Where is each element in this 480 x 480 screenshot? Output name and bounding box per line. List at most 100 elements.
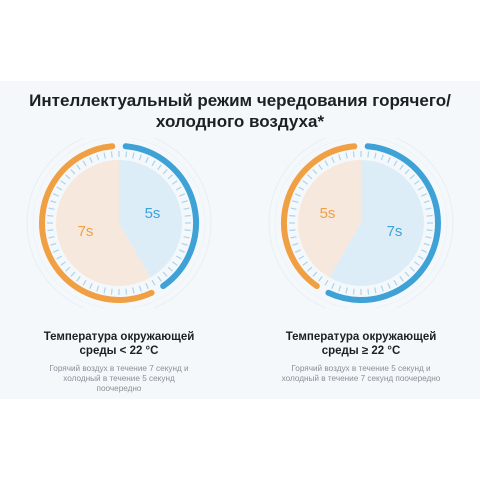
dial-tick xyxy=(82,279,87,286)
dial-tick xyxy=(70,271,76,277)
dial-tick xyxy=(60,261,66,266)
mode-description: Горячий воздух в течение 5 секунд и холо… xyxy=(256,364,466,384)
cool-arc xyxy=(325,143,441,303)
dial-tick xyxy=(421,193,428,197)
dial-tick xyxy=(47,229,54,232)
dial-tick xyxy=(399,276,404,282)
dial-tick xyxy=(65,174,71,180)
dial-tick xyxy=(103,152,106,159)
dial-tick xyxy=(48,236,55,239)
dial-tick xyxy=(82,160,87,167)
dial-tick xyxy=(294,249,301,253)
dial-tick xyxy=(184,214,191,217)
timer-dial-graphic: 7s 5s xyxy=(26,138,212,308)
dial-tick xyxy=(145,156,149,163)
decorative-ring xyxy=(32,138,206,308)
dial-tick xyxy=(289,229,296,232)
dial-tick xyxy=(125,151,128,158)
dial-tick xyxy=(145,283,149,290)
mode-description-line-2: холодный в течение 5 секунд xyxy=(63,374,175,383)
dial-tick xyxy=(125,288,128,295)
dial-tick xyxy=(393,160,398,167)
dial-tick xyxy=(172,261,178,266)
dial-tick xyxy=(324,160,329,167)
mode-description-line-2: холодный в течение 7 секунд поочередно xyxy=(281,374,441,383)
dial-tick xyxy=(414,180,420,185)
dial-tick xyxy=(138,154,142,161)
title-line-2: холодного воздуха* xyxy=(155,112,325,131)
dial-tick xyxy=(167,174,173,180)
title-line-1: Интеллектуальный режим чередования горяч… xyxy=(29,91,451,110)
dial-tick xyxy=(374,287,377,294)
dial-tick xyxy=(138,285,142,292)
dial-tick xyxy=(338,154,342,161)
mode-heading-line-2: среды < 22 °C xyxy=(79,345,159,357)
warm-sector xyxy=(56,160,151,286)
dial-tick xyxy=(96,285,100,292)
dial-tick xyxy=(387,156,391,163)
dial-tick xyxy=(179,249,186,253)
dial-tick xyxy=(179,193,186,197)
dial-tick xyxy=(52,193,59,197)
dial-tick xyxy=(52,249,59,253)
cool-duration-label: 7s xyxy=(387,223,403,240)
dial-tick xyxy=(425,236,432,239)
dial-tick xyxy=(352,151,355,158)
dial-tick xyxy=(96,154,100,161)
dial-tick xyxy=(162,169,168,175)
dial-tick xyxy=(157,276,162,282)
warm-arc xyxy=(281,143,358,290)
dial-tick xyxy=(89,156,93,163)
dial-tick xyxy=(423,200,430,204)
dial-tick xyxy=(312,169,318,175)
mode-description: Горячий воздух в течение 7 секунд и холо… xyxy=(14,364,224,394)
dial-tick xyxy=(312,271,318,277)
dial-tick xyxy=(89,283,93,290)
dial-tick xyxy=(331,283,335,290)
dial-tick xyxy=(324,279,329,286)
dial-tick xyxy=(76,276,81,282)
dial-tick xyxy=(404,169,410,175)
cool-duration-label: 5s xyxy=(145,205,161,222)
dial-tick xyxy=(132,287,135,294)
mode-heading-line-2: среды ≥ 22 °C xyxy=(321,345,401,357)
dial-tick xyxy=(425,207,432,210)
dial-tick xyxy=(110,288,113,295)
dial-tick xyxy=(302,261,308,266)
dial-tick xyxy=(367,151,370,158)
warm-arc xyxy=(39,143,155,303)
decorative-ring xyxy=(26,138,212,308)
dial-ticks xyxy=(47,151,191,295)
dial-tick xyxy=(151,279,156,286)
dial-tick xyxy=(175,255,182,260)
dial-tick xyxy=(70,169,76,175)
mode-description-line-3: поочередно xyxy=(96,384,142,393)
dial-tick xyxy=(423,242,430,246)
dial-tick xyxy=(318,276,323,282)
dial-tick xyxy=(338,285,342,292)
warm-sector xyxy=(297,160,361,278)
dial-tick xyxy=(183,236,190,239)
dial-tick xyxy=(345,287,348,294)
mode-description-line-1: Горячий воздух в течение 5 секунд и xyxy=(291,364,431,373)
decorative-ring xyxy=(268,138,454,308)
dial-tick xyxy=(103,287,106,294)
timer-dial-graphic: 5s 7s xyxy=(268,138,454,308)
dial-tick xyxy=(421,249,428,253)
dial-tick xyxy=(292,200,299,204)
dial-tick xyxy=(50,242,57,246)
dial-tick xyxy=(50,200,57,204)
dial-tick xyxy=(380,285,384,292)
dial-tick xyxy=(56,186,63,191)
mode-heading: Температура окружающей среды ≥ 22 °C xyxy=(256,330,466,358)
mode-heading-line-1: Температура окружающей xyxy=(43,331,195,343)
dial-tick xyxy=(318,164,323,170)
page-title: Интеллектуальный режим чередования горяч… xyxy=(20,90,460,132)
dial-tick xyxy=(298,255,305,260)
dial-tick xyxy=(175,186,182,191)
dial-tick xyxy=(157,164,162,170)
dial-tick xyxy=(399,164,404,170)
dial-tick xyxy=(417,186,424,191)
dial-tick xyxy=(352,288,355,295)
dial-tick xyxy=(184,229,191,232)
